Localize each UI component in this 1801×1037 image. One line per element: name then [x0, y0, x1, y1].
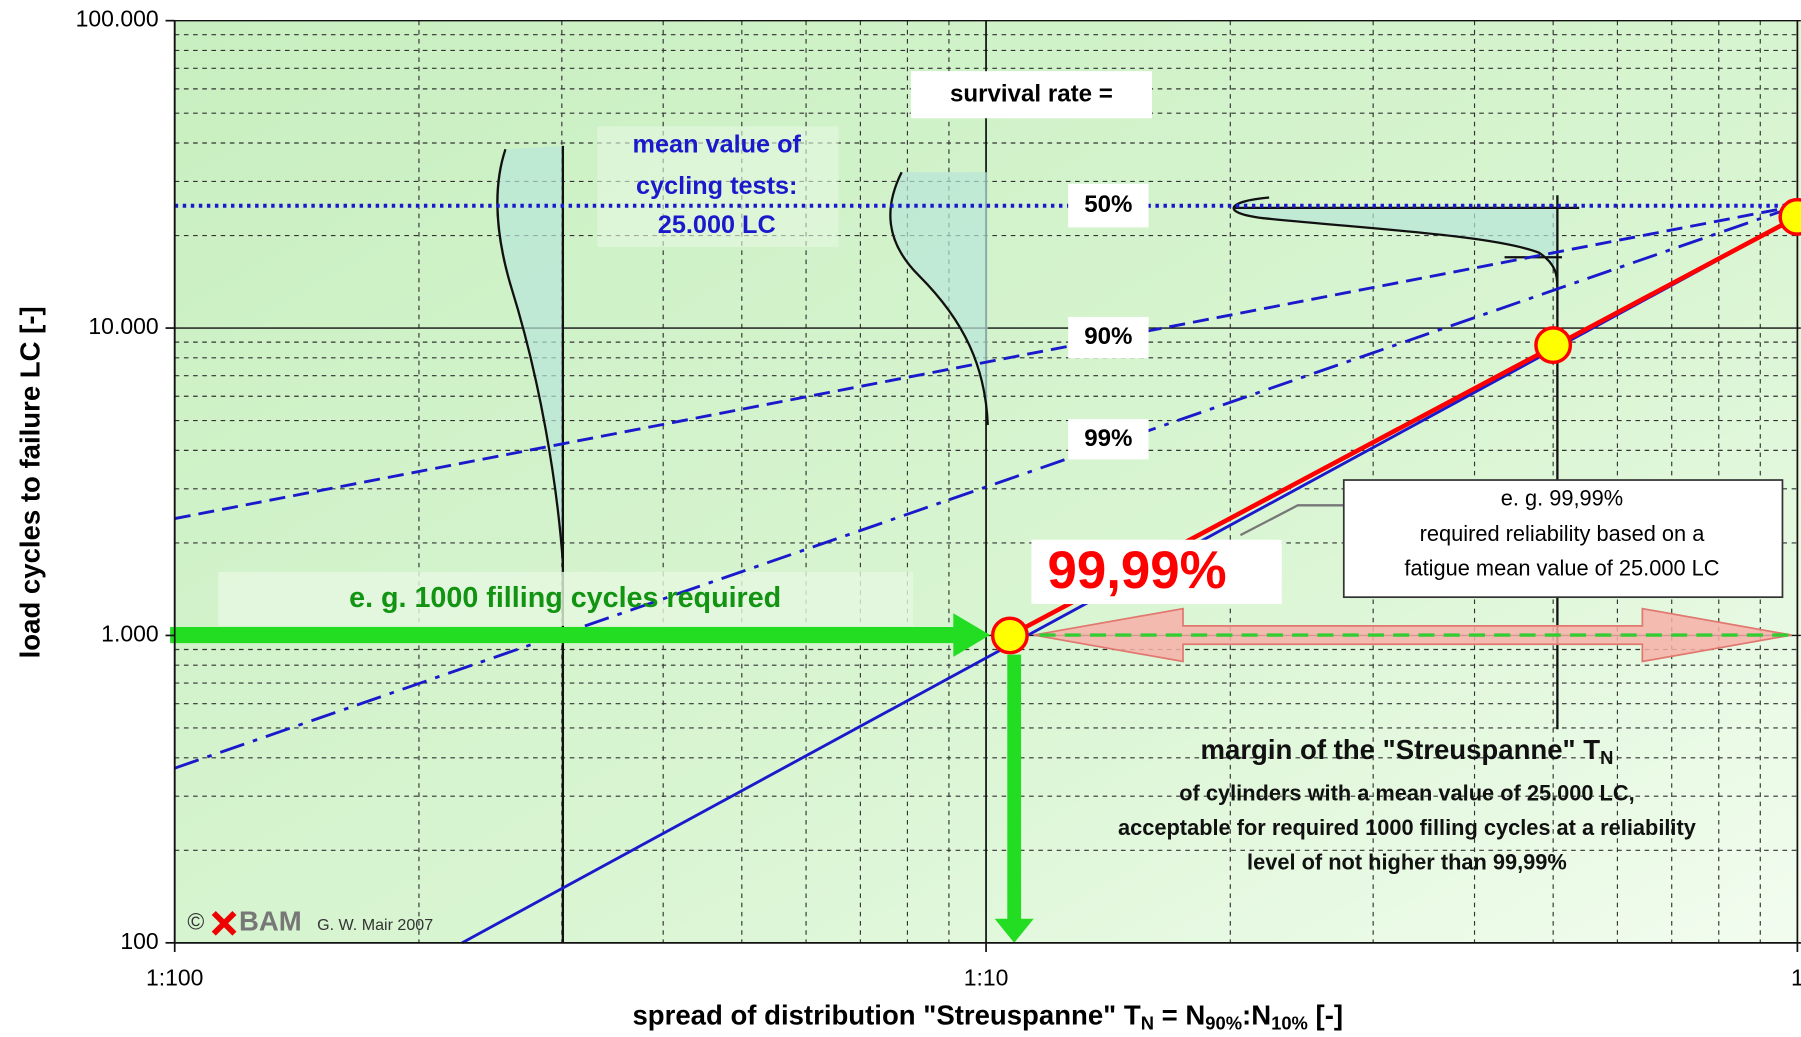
annotation: level of not higher than 99,99%	[1247, 849, 1567, 874]
annotation: 25.000 LC	[658, 211, 776, 239]
x-axis-label: spread of distribution "Streuspanne" TN …	[632, 1000, 1343, 1033]
points-layer	[990, 197, 1801, 655]
arrows	[170, 504, 1792, 943]
y-tick-label: 100	[120, 928, 158, 954]
x-tick-label: 1:10	[964, 965, 1009, 991]
label-background	[597, 126, 839, 247]
series-label: 99%	[1084, 425, 1132, 452]
x-tick-label: 1:100	[146, 965, 203, 991]
x-axis-label-part: :N	[1242, 1000, 1271, 1031]
annotation: margin of the "Streuspanne" TN	[1201, 734, 1614, 767]
point	[1778, 197, 1801, 236]
series-line	[174, 204, 1798, 770]
annotation: required reliability based on a	[1420, 521, 1706, 546]
series-label: 90%	[1084, 323, 1132, 350]
series-label: 99,99%	[1048, 541, 1227, 600]
annotation: e. g. 99,99%	[1501, 485, 1623, 510]
x-axis-label-subscript: 90%	[1205, 1012, 1242, 1033]
axes: 100.000 10.000 1.000 100 1:100 1:10 1	[76, 6, 1801, 991]
label-box	[1068, 183, 1149, 228]
annotation-subscript: N	[1600, 747, 1613, 768]
point	[1534, 326, 1573, 365]
label-box	[1068, 316, 1149, 359]
annotation: survival rate =	[950, 81, 1113, 108]
copyright: ©	[187, 908, 204, 934]
annotation: e. g. 1000 filling cycles required	[349, 582, 781, 614]
series-label: 50%	[1084, 191, 1132, 218]
y-axis-label: load cycles to failure LC [-]	[15, 306, 46, 658]
x-axis-label-part: [-]	[1308, 1000, 1343, 1031]
logo-mark	[211, 910, 237, 936]
y-tick-label: 100.000	[76, 6, 159, 32]
annotation: cycling tests:	[636, 172, 797, 200]
label-box	[1068, 419, 1149, 460]
y-tick-label: 1.000	[101, 621, 158, 647]
annotation: mean value of	[633, 131, 802, 159]
annotation-box	[1342, 479, 1784, 599]
annotation: of cylinders with a mean value of 25.000…	[1179, 780, 1634, 805]
distribution-curves	[496, 145, 1580, 943]
y-tick-label: 10.000	[88, 313, 158, 339]
x-axis-label-subscript: 10%	[1271, 1012, 1308, 1033]
series-line	[174, 204, 1798, 520]
author: G. W. Mair 2007	[317, 916, 433, 934]
label-background	[218, 571, 914, 626]
label-box	[910, 71, 1152, 119]
annotation: fatigue mean value of 25.000 LC	[1404, 555, 1719, 580]
label-box	[1031, 539, 1282, 605]
annotation-part: margin of the "Streuspanne" T	[1201, 734, 1601, 765]
x-tick-label: 1	[1791, 965, 1801, 991]
x-axis-label-part: spread of distribution "Streuspanne" T	[632, 1000, 1140, 1031]
x-axis-label-subscript: N	[1141, 1012, 1154, 1033]
point	[990, 616, 1029, 655]
logo: BAM	[239, 906, 302, 937]
annotation: acceptable for required 1000 filling cyc…	[1118, 815, 1696, 840]
x-axis-label-part: = N	[1154, 1000, 1205, 1031]
